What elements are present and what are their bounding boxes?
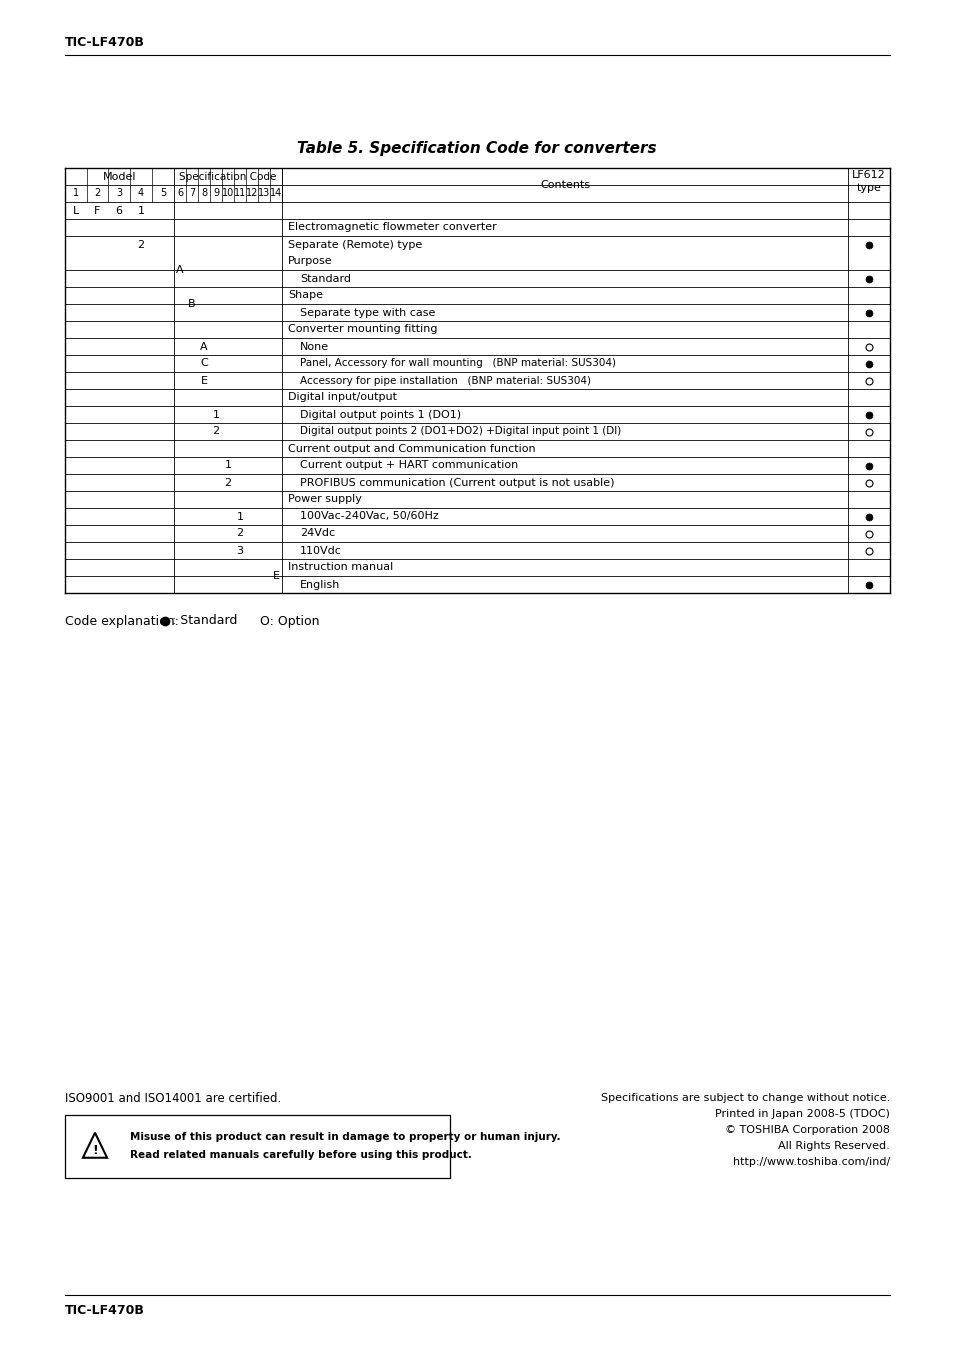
Text: Instruction manual: Instruction manual xyxy=(288,562,393,573)
Text: Digital input/output: Digital input/output xyxy=(288,393,396,403)
Text: TIC-LF470B: TIC-LF470B xyxy=(65,35,145,49)
Text: Purpose: Purpose xyxy=(288,257,333,266)
Text: C: C xyxy=(200,358,208,369)
Text: 4: 4 xyxy=(138,189,144,199)
Text: ISO9001 and ISO14001 are certified.: ISO9001 and ISO14001 are certified. xyxy=(65,1092,281,1105)
Text: Separate (Remote) type: Separate (Remote) type xyxy=(288,239,422,250)
Text: 1: 1 xyxy=(137,205,144,216)
Text: F: F xyxy=(94,205,101,216)
Text: 2: 2 xyxy=(224,477,232,488)
Text: 7: 7 xyxy=(189,189,195,199)
Text: 5: 5 xyxy=(160,189,166,199)
Text: Power supply: Power supply xyxy=(288,494,361,504)
Text: L: L xyxy=(72,205,79,216)
Text: Specifications are subject to change without notice.: Specifications are subject to change wit… xyxy=(600,1093,889,1102)
FancyBboxPatch shape xyxy=(65,1115,450,1178)
Text: : Standard: : Standard xyxy=(172,615,237,627)
Text: Standard: Standard xyxy=(299,273,351,284)
Text: 2: 2 xyxy=(213,427,219,436)
Text: Shape: Shape xyxy=(288,290,323,300)
Text: Current output and Communication function: Current output and Communication functio… xyxy=(288,443,535,454)
Text: http://www.toshiba.com/ind/: http://www.toshiba.com/ind/ xyxy=(732,1156,889,1167)
Text: Model: Model xyxy=(103,172,136,181)
Text: 12: 12 xyxy=(246,189,258,199)
Text: 8: 8 xyxy=(201,189,207,199)
Text: 1: 1 xyxy=(236,512,243,521)
Text: 14: 14 xyxy=(270,189,282,199)
Text: Separate type with case: Separate type with case xyxy=(299,308,435,317)
Text: Converter mounting fitting: Converter mounting fitting xyxy=(288,324,437,335)
Text: 3: 3 xyxy=(236,546,243,555)
Text: Read related manuals carefully before using this product.: Read related manuals carefully before us… xyxy=(130,1150,472,1161)
Text: Specification Code: Specification Code xyxy=(179,172,276,181)
Text: 3: 3 xyxy=(116,189,122,199)
Text: 100Vac-240Vac, 50/60Hz: 100Vac-240Vac, 50/60Hz xyxy=(299,512,438,521)
Text: English: English xyxy=(299,580,340,589)
Polygon shape xyxy=(83,1132,107,1158)
Text: Panel, Accessory for wall mounting   (BNP material: SUS304): Panel, Accessory for wall mounting (BNP … xyxy=(299,358,616,369)
Text: !: ! xyxy=(92,1144,98,1156)
Text: Code explanation:: Code explanation: xyxy=(65,615,179,627)
Text: Table 5. Specification Code for converters: Table 5. Specification Code for converte… xyxy=(297,141,656,155)
Text: None: None xyxy=(299,342,329,351)
Text: 13: 13 xyxy=(257,189,270,199)
Text: PROFIBUS communication (Current output is not usable): PROFIBUS communication (Current output i… xyxy=(299,477,614,488)
Text: 1: 1 xyxy=(213,409,219,420)
Text: 2: 2 xyxy=(137,239,145,250)
Text: Accessory for pipe installation   (BNP material: SUS304): Accessory for pipe installation (BNP mat… xyxy=(299,376,590,385)
Text: 11: 11 xyxy=(233,189,246,199)
Text: O: Option: O: Option xyxy=(260,615,319,627)
Text: 6: 6 xyxy=(115,205,122,216)
Text: A: A xyxy=(176,265,184,276)
Text: 110Vdc: 110Vdc xyxy=(299,546,341,555)
Text: Digital output points 2 (DO1+DO2) +Digital input point 1 (DI): Digital output points 2 (DO1+DO2) +Digit… xyxy=(299,427,620,436)
Text: Misuse of this product can result in damage to property or human injury.: Misuse of this product can result in dam… xyxy=(130,1132,560,1142)
Text: LF612: LF612 xyxy=(851,170,885,180)
Text: TIC-LF470B: TIC-LF470B xyxy=(65,1304,145,1316)
Text: type: type xyxy=(856,184,881,193)
Text: 1: 1 xyxy=(224,461,232,470)
Text: 1: 1 xyxy=(72,189,79,199)
Text: E: E xyxy=(273,571,279,581)
Text: 2: 2 xyxy=(236,528,243,539)
Text: 24Vdc: 24Vdc xyxy=(299,528,335,539)
Text: 9: 9 xyxy=(213,189,219,199)
Text: B: B xyxy=(188,299,195,309)
Text: E: E xyxy=(200,376,208,385)
Text: Printed in Japan 2008-5 (TDOC): Printed in Japan 2008-5 (TDOC) xyxy=(715,1109,889,1119)
Text: 10: 10 xyxy=(222,189,233,199)
Text: A: A xyxy=(200,342,208,351)
Text: 6: 6 xyxy=(176,189,183,199)
Text: Electromagnetic flowmeter converter: Electromagnetic flowmeter converter xyxy=(288,223,497,232)
Text: 2: 2 xyxy=(94,189,100,199)
Text: All Rights Reserved.: All Rights Reserved. xyxy=(778,1142,889,1151)
Text: Contents: Contents xyxy=(539,180,590,190)
Text: © TOSHIBA Corporation 2008: © TOSHIBA Corporation 2008 xyxy=(724,1125,889,1135)
Text: Current output + HART communication: Current output + HART communication xyxy=(299,461,517,470)
Text: Digital output points 1 (DO1): Digital output points 1 (DO1) xyxy=(299,409,460,420)
